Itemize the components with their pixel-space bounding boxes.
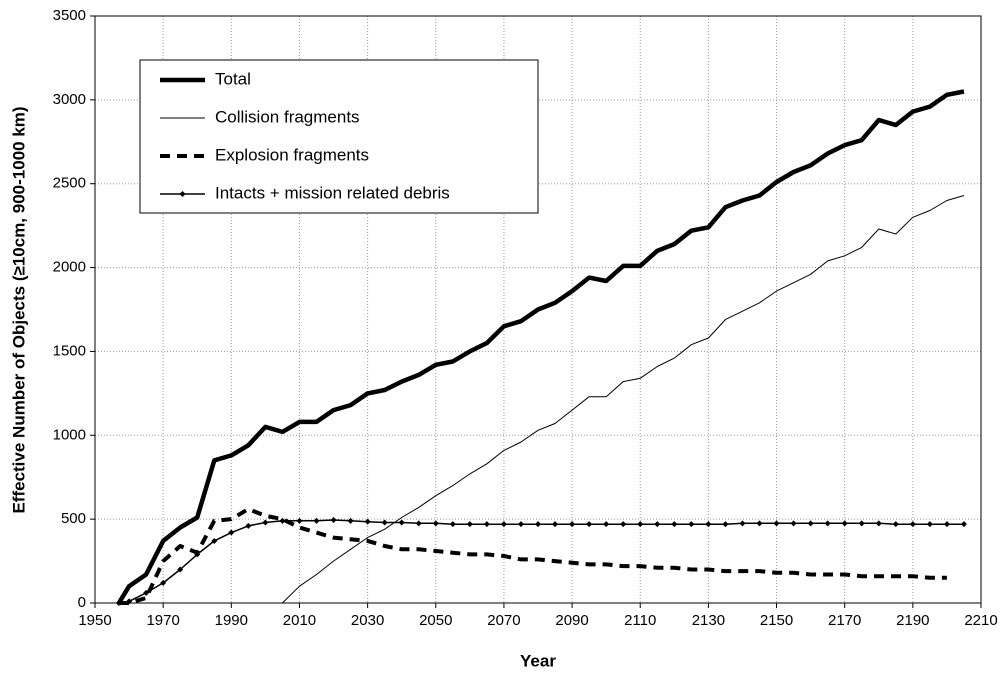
- point-marker: [688, 521, 695, 528]
- x-tick-label: 2010: [283, 612, 316, 629]
- legend-label: Total: [215, 69, 251, 88]
- x-tick-label: 1990: [215, 612, 248, 629]
- x-tick-label: 2170: [828, 612, 861, 629]
- x-tick-label: 2130: [692, 612, 725, 629]
- point-marker: [398, 519, 405, 526]
- x-tick-label: 2150: [760, 612, 793, 629]
- point-marker: [313, 517, 320, 524]
- point-marker: [262, 519, 269, 526]
- point-marker: [381, 519, 388, 526]
- point-marker: [892, 521, 899, 528]
- y-tick-label: 0: [78, 594, 86, 611]
- point-marker: [279, 517, 286, 524]
- point-marker: [705, 521, 712, 528]
- x-tick-label: 2050: [419, 612, 452, 629]
- point-marker: [756, 520, 763, 527]
- y-tick-label: 3000: [53, 91, 86, 108]
- y-tick-label: 1000: [53, 426, 86, 443]
- point-marker: [177, 566, 184, 573]
- point-marker: [364, 518, 371, 525]
- plot-frame: [94, 15, 982, 604]
- x-tick-label: 2190: [896, 612, 929, 629]
- point-marker: [722, 521, 729, 528]
- point-marker: [535, 521, 541, 528]
- point-marker: [415, 520, 422, 527]
- point-marker: [126, 598, 133, 605]
- point-marker: [296, 517, 303, 524]
- legend-marker: [179, 191, 186, 197]
- point-marker: [500, 521, 507, 528]
- point-marker: [115, 600, 122, 606]
- point-marker: [347, 517, 354, 524]
- point-marker: [960, 521, 967, 528]
- point-marker: [620, 521, 627, 528]
- series-line: [118, 507, 947, 605]
- point-marker: [773, 520, 780, 527]
- point-marker: [807, 520, 814, 527]
- point-marker: [654, 521, 661, 528]
- legend-label: Intacts + mission related debris: [215, 183, 450, 202]
- point-marker: [586, 521, 593, 528]
- legend-label: Collision fragments: [215, 107, 360, 126]
- point-marker: [160, 579, 167, 586]
- y-tick-label: 1500: [53, 342, 86, 359]
- point-marker: [211, 537, 218, 544]
- point-marker: [790, 520, 797, 527]
- x-tick-label: 2110: [624, 612, 656, 629]
- legend-box: [139, 59, 539, 214]
- point-marker: [943, 521, 950, 528]
- point-marker: [926, 521, 933, 528]
- y-tick-label: 3500: [53, 7, 86, 24]
- legend-label: Explosion fragments: [215, 145, 369, 164]
- x-tick-label: 2210: [964, 612, 997, 629]
- point-marker: [517, 521, 524, 528]
- point-marker: [603, 521, 610, 528]
- x-tick-label: 2070: [487, 612, 520, 629]
- point-marker: [841, 520, 848, 527]
- x-tick-label: 2090: [555, 612, 588, 629]
- point-marker: [330, 516, 337, 523]
- point-marker: [552, 521, 559, 528]
- legend: Total Collision fragments Explosion fragme…: [139, 59, 539, 214]
- point-marker: [875, 520, 882, 527]
- point-marker: [449, 521, 456, 528]
- point-marker: [569, 521, 576, 528]
- point-marker: [824, 520, 831, 527]
- point-marker: [671, 521, 678, 528]
- x-tick-label: 2030: [351, 612, 384, 629]
- point-marker: [466, 521, 473, 528]
- series-line: [116, 89, 965, 605]
- y-tick-label: 2500: [53, 175, 86, 192]
- point-marker: [858, 520, 865, 527]
- series-line: [118, 195, 965, 604]
- x-tick-label: 1950: [78, 612, 111, 629]
- y-tick-label: 500: [61, 510, 86, 527]
- point-marker: [432, 520, 439, 527]
- point-marker: [483, 521, 490, 528]
- y-tick-label: 2000: [53, 259, 86, 276]
- x-tick-label: 1970: [146, 612, 179, 629]
- point-marker: [245, 522, 252, 529]
- point-marker: [739, 520, 746, 527]
- x-axis-title: Year: [520, 651, 556, 670]
- y-axis-title: Effective Number of Objects (≥10cm, 900-…: [9, 106, 28, 513]
- point-marker: [637, 521, 644, 528]
- point-marker: [143, 589, 150, 596]
- point-marker: [228, 529, 235, 536]
- point-marker: [194, 551, 201, 558]
- point-marker: [909, 521, 916, 528]
